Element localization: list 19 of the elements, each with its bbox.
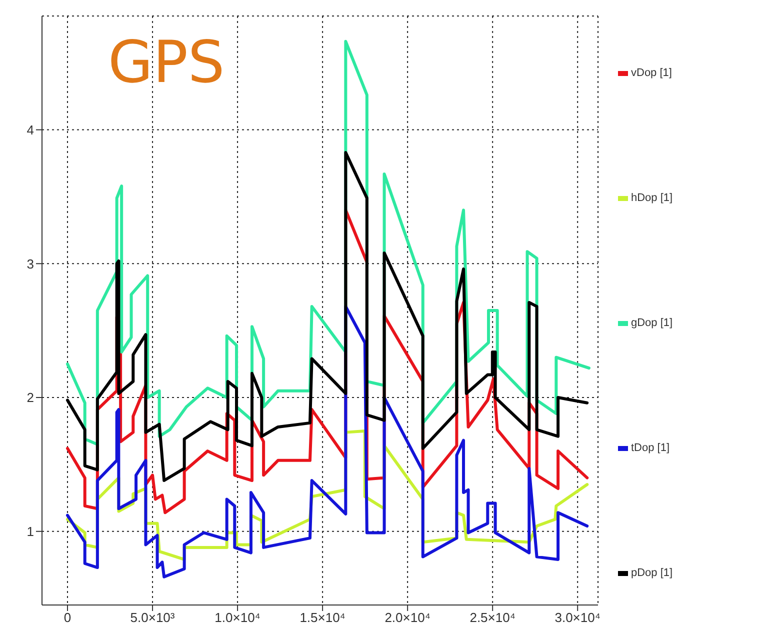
x-tick-label: 1.5×10⁴ <box>300 610 346 626</box>
legend-label: pDop [1] <box>631 567 673 579</box>
y-tick-label: 2 <box>26 390 34 406</box>
legend-label: vDop [1] <box>631 67 672 79</box>
legend-label: gDop [1] <box>631 317 673 329</box>
y-tick-label: 3 <box>26 256 34 272</box>
chart-title: GPS <box>108 28 225 96</box>
x-tick-label: 5.0×10³ <box>130 610 176 626</box>
x-tick-label: 3.0×10⁴ <box>554 610 600 626</box>
legend-label: tDop [1] <box>631 442 670 454</box>
y-tick-label: 1 <box>26 524 34 539</box>
x-tick-label: 1.0×10⁴ <box>214 610 260 626</box>
x-tick-label: 2.5×10⁴ <box>470 610 516 626</box>
legend-label: hDop [1] <box>631 192 673 204</box>
x-tick-label: 2.0×10⁴ <box>384 610 430 626</box>
line-series <box>66 304 589 578</box>
line-series <box>66 151 589 482</box>
y-tick-label: 4 <box>26 122 34 138</box>
x-tick-label: 0 <box>64 610 72 626</box>
